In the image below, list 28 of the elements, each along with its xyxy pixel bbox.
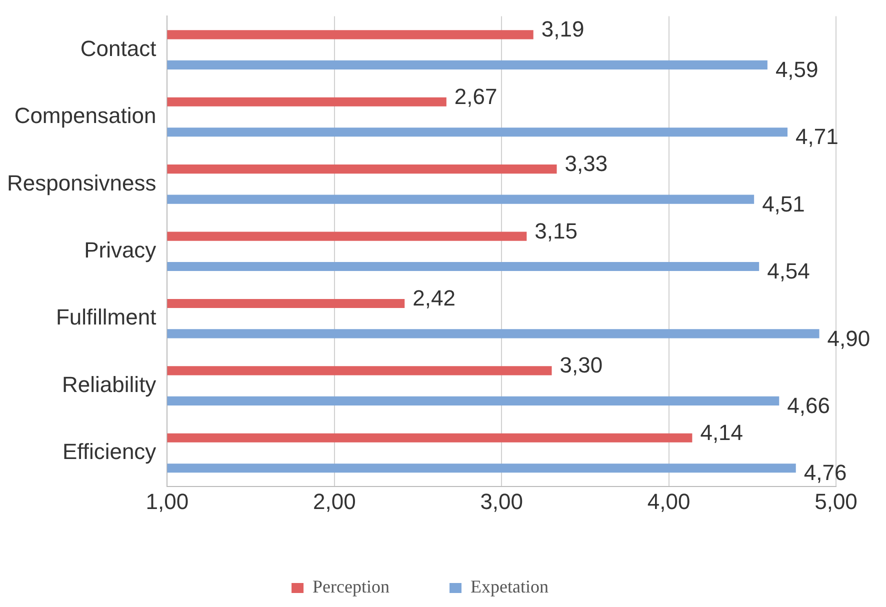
y-tick-label: Reliability [62,372,156,397]
x-tick-label: 5,00 [814,488,858,514]
data-label: 2,67 [454,84,498,109]
data-label: 4,59 [775,56,818,82]
x-tick-label: 3,00 [480,488,524,514]
data-label: 4,66 [787,392,830,418]
x-tick-label: 2,00 [312,488,356,514]
x-tick-label: 4,00 [647,488,690,514]
y-tick-label: Efficiency [62,439,156,464]
legend-label: Perception [312,576,390,597]
y-tick-label: Responsivness [7,170,156,196]
y-tick-label: Compensation [14,103,156,128]
x-tick-label: 1,00 [146,488,189,514]
data-label: 4,76 [804,460,847,486]
y-tick-label: Fulfillment [56,304,156,330]
data-label: 4,71 [796,124,838,150]
data-label: 2,42 [412,286,456,311]
data-label: 4,90 [827,326,870,351]
legend-label: Expetation [470,576,548,597]
data-label: 4,51 [762,191,805,216]
data-label: 3,33 [564,151,608,176]
data-label: 3,19 [541,16,584,42]
y-tick-label: Contact [80,36,156,61]
y-tick-label: Privacy [84,237,156,262]
data-label: 4,14 [700,420,744,445]
data-label: 3,15 [534,218,578,244]
data-label: 3,30 [560,352,603,378]
data-label: 4,54 [767,258,810,284]
